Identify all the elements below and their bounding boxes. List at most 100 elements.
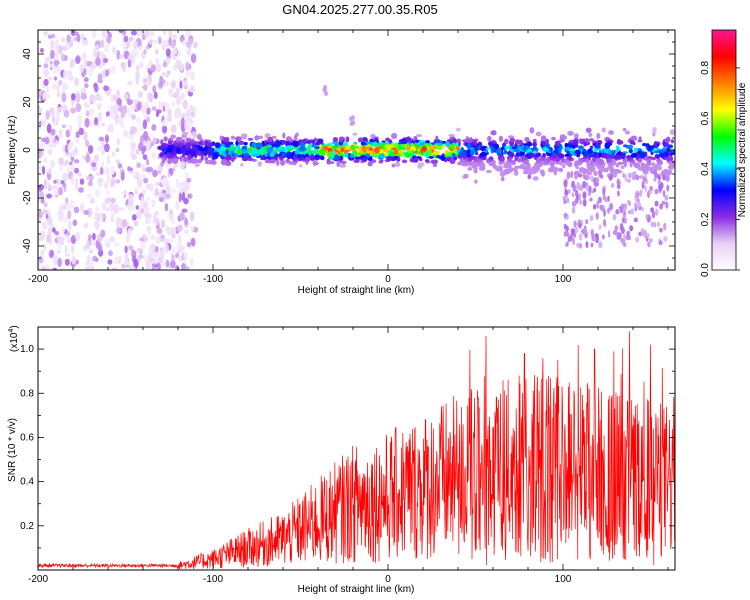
spectrogram-cell — [351, 120, 356, 126]
spectrogram-cell — [87, 234, 93, 240]
spectrogram-cell — [192, 41, 198, 49]
spectrogram-cell — [179, 212, 185, 221]
spectrogram-cell — [101, 161, 105, 167]
spectrogram-cell — [295, 132, 299, 137]
spectrogram-cell — [110, 212, 115, 221]
spectrogram-x-tick-label: -100 — [203, 274, 223, 285]
spectrogram-cell — [123, 104, 128, 115]
spectrogram-cell — [82, 155, 86, 160]
spectrogram-cell — [619, 222, 624, 231]
spectrogram-cell — [69, 161, 73, 166]
spectrogram-cell — [74, 146, 78, 156]
spectrogram-cell — [653, 177, 657, 182]
spectrogram-cell — [165, 259, 170, 268]
spectrogram-cell — [424, 143, 429, 147]
spectrogram-cell — [96, 146, 102, 151]
spectrogram-cell — [654, 208, 659, 216]
spectrogram-cell — [204, 156, 209, 162]
spectrogram-cell — [148, 39, 153, 45]
spectrogram-cell — [577, 145, 584, 150]
spectrogram-cell — [181, 112, 186, 119]
spectrogram-cell — [93, 117, 99, 126]
spectrogram-cell — [103, 85, 109, 92]
spectrogram-cell — [103, 44, 109, 53]
spectrogram-cell — [637, 139, 643, 143]
spectrogram-cell — [236, 154, 244, 158]
spectrogram-cell — [103, 57, 109, 63]
snr-series-line — [38, 331, 675, 569]
spectrogram-cell — [391, 132, 398, 140]
spectrogram-cell — [340, 160, 347, 165]
spectrogram-cell — [164, 243, 170, 254]
spectrogram-cell — [620, 165, 625, 170]
spectrogram-cell — [61, 45, 67, 52]
spectrogram-cell — [137, 90, 144, 99]
spectrogram-cell — [109, 202, 115, 213]
spectrogram-cell — [609, 202, 614, 211]
spectrogram-cell — [586, 163, 591, 167]
spectrogram-cell — [127, 228, 133, 237]
spectrogram-cell — [106, 241, 111, 248]
spectrogram-cell — [144, 30, 150, 39]
spectrogram-cell — [56, 82, 60, 93]
spectrogram-cell — [587, 166, 593, 171]
spectrogram-cell — [155, 57, 160, 65]
spectrogram-cell — [654, 200, 659, 207]
spectrogram-cell — [565, 242, 569, 248]
spectrogram-cell — [88, 66, 94, 77]
spectrogram-cell — [141, 84, 148, 90]
spectrogram-cell — [466, 149, 472, 156]
spectrogram-cell — [324, 91, 329, 97]
spectrogram-cell — [358, 147, 364, 154]
spectrogram-cell — [96, 171, 101, 176]
spectrogram-cell — [189, 85, 195, 93]
snr-x-tick-label: -100 — [203, 574, 223, 585]
spectrogram-cell — [579, 233, 583, 241]
spectrogram-cell — [175, 95, 182, 106]
spectrogram-cell — [641, 207, 645, 212]
spectrogram-cell — [647, 241, 651, 248]
spectrogram-cell — [298, 163, 303, 168]
spectrogram-cell — [137, 256, 142, 262]
spectrogram-cell — [352, 132, 358, 136]
spectrogram-cell — [186, 241, 191, 247]
spectrogram-cell — [548, 146, 553, 152]
spectrogram-cell — [603, 153, 611, 159]
spectrogram-cell — [185, 40, 192, 49]
spectrogram-cell — [116, 138, 120, 146]
spectrogram-cell — [88, 249, 94, 254]
spectrogram-cell — [653, 150, 659, 154]
spectrogram-cell — [487, 135, 492, 142]
spectrogram-cell — [110, 165, 116, 176]
spectrogram-cell — [235, 140, 239, 146]
spectrogram-cell — [509, 137, 516, 143]
spectrogram-cell — [115, 147, 120, 153]
spectrogram-x-ticks: -200 -100 0 100 — [28, 30, 669, 285]
spectrogram-cell — [174, 109, 178, 120]
spectrogram-cell — [161, 39, 166, 50]
spectrogram-cell — [418, 158, 423, 161]
spectrogram-cell — [264, 150, 269, 157]
spectrogram-cell — [357, 137, 364, 143]
spectrogram-cell — [172, 93, 178, 99]
spectrogram-cell — [56, 249, 61, 254]
spectrogram-cell — [613, 154, 620, 160]
snr-x-tick-label: 0 — [385, 574, 391, 585]
spectrogram-cell — [240, 148, 247, 153]
spectrogram-cell — [184, 229, 189, 235]
spectrogram-cell — [110, 197, 116, 204]
spectrogram-cell — [338, 152, 343, 157]
spectrogram-cell — [111, 64, 116, 75]
spectrogram-cell — [172, 34, 177, 39]
spectrogram-cell — [148, 70, 153, 76]
colorbar-label: Normalized spectral amplitude — [737, 82, 748, 217]
spectrogram-cell — [336, 147, 341, 152]
spectrogram-cell — [622, 159, 627, 166]
spectrogram-cell — [573, 133, 579, 139]
spectrogram-cell — [305, 140, 312, 144]
spectrogram-cell — [52, 267, 57, 270]
spectrogram-cell — [657, 175, 661, 181]
spectrogram-cell — [161, 189, 167, 194]
spectrogram-cell — [584, 182, 589, 188]
spectrogram-cell — [582, 198, 587, 207]
